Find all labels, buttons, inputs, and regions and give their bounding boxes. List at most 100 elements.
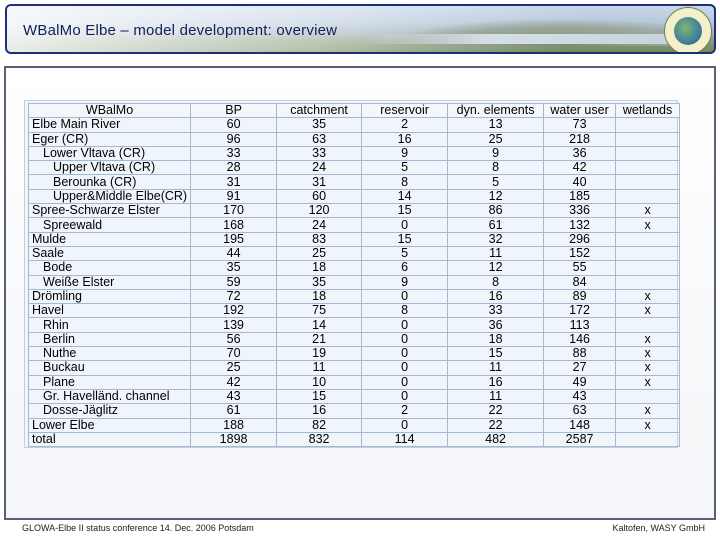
column-header: reservoir bbox=[361, 102, 449, 119]
cell-reservoir: 16 bbox=[361, 131, 449, 147]
row-name-cell: Lower Vltava (CR) bbox=[27, 145, 192, 162]
table-row: Berlin 56 21 0 18 146 x bbox=[27, 331, 681, 348]
row-name-cell: Lower Elbe bbox=[27, 417, 192, 433]
cell-user: 185 bbox=[543, 188, 617, 205]
cell-dyn: 22 bbox=[447, 403, 545, 419]
table-row: Drömling 72 18 0 16 89 x bbox=[27, 288, 681, 305]
cell-dyn: 18 bbox=[447, 331, 545, 348]
banner-river-image bbox=[354, 34, 684, 44]
cell-catchment: 35 bbox=[276, 274, 363, 290]
cell-reservoir: 0 bbox=[361, 217, 449, 233]
cell-wetlands: x bbox=[615, 217, 681, 233]
cell-reservoir: 0 bbox=[361, 360, 449, 376]
column-header: WBalMo bbox=[27, 102, 192, 119]
cell-bp: 60 bbox=[190, 117, 278, 133]
table-row: Rhin 139 14 0 36 113 bbox=[27, 317, 681, 333]
cell-catchment: 18 bbox=[276, 288, 363, 305]
cell-bp: 59 bbox=[190, 274, 278, 290]
cell-wetlands bbox=[615, 245, 681, 262]
cell-dyn: 13 bbox=[447, 117, 545, 133]
footer-author: Kaltofen, WASY GmbH bbox=[612, 523, 705, 533]
column-header: BP bbox=[190, 102, 278, 119]
column-header: water user bbox=[543, 102, 617, 119]
cell-user: 42 bbox=[543, 160, 617, 176]
table-row: Nuthe 70 19 0 15 88 x bbox=[27, 346, 681, 362]
cell-catchment: 15 bbox=[276, 388, 363, 405]
row-name-cell: Gr. Havelländ. channel bbox=[27, 388, 192, 405]
globe-icon bbox=[674, 17, 702, 45]
table-row: Upper Vltava (CR) 28 24 5 8 42 bbox=[27, 160, 681, 176]
cell-dyn: 33 bbox=[447, 303, 545, 319]
table-row: Havel 192 75 8 33 172 x bbox=[27, 303, 681, 319]
cell-dyn: 9 bbox=[447, 145, 545, 162]
footer-conference: GLOWA-Elbe II status conference 14. Dec.… bbox=[22, 523, 254, 533]
cell-dyn: 15 bbox=[447, 346, 545, 362]
cell-bp: 28 bbox=[190, 160, 278, 176]
row-name-cell: Berlin bbox=[27, 331, 192, 348]
cell-bp: 139 bbox=[190, 317, 278, 333]
table-row: Saale 44 25 5 11 152 bbox=[27, 245, 681, 262]
cell-dyn: 11 bbox=[447, 388, 545, 405]
cell-user: 43 bbox=[543, 388, 617, 405]
cell-catchment: 83 bbox=[276, 231, 363, 247]
cell-reservoir: 15 bbox=[361, 203, 449, 219]
row-name-cell: Elbe Main River bbox=[27, 117, 192, 133]
cell-dyn: 22 bbox=[447, 417, 545, 433]
cell-wetlands bbox=[615, 131, 681, 147]
cell-bp: 170 bbox=[190, 203, 278, 219]
table-row: Buckau 25 11 0 11 27 x bbox=[27, 360, 681, 376]
wbalmo-overview-table: WBalMo BP catchment reservoir dyn. eleme… bbox=[27, 102, 681, 448]
cell-wetlands bbox=[615, 231, 681, 247]
cell-reservoir: 2 bbox=[361, 403, 449, 419]
cell-wetlands: x bbox=[615, 403, 681, 419]
cell-user: 336 bbox=[543, 203, 617, 219]
cell-reservoir: 0 bbox=[361, 417, 449, 433]
cell-catchment: 82 bbox=[276, 417, 363, 433]
cell-catchment: 18 bbox=[276, 260, 363, 276]
cell-dyn: 8 bbox=[447, 160, 545, 176]
cell-dyn: 16 bbox=[447, 374, 545, 390]
row-name-cell: Mulde bbox=[27, 231, 192, 247]
cell-bp: 195 bbox=[190, 231, 278, 247]
cell-wetlands: x bbox=[615, 331, 681, 348]
cell-dyn: 12 bbox=[447, 260, 545, 276]
row-name-cell: Upper&Middle Elbe(CR) bbox=[27, 188, 192, 205]
cell-user: 172 bbox=[543, 303, 617, 319]
cell-bp: 1898 bbox=[190, 431, 278, 448]
cell-user: 296 bbox=[543, 231, 617, 247]
cell-bp: 61 bbox=[190, 403, 278, 419]
cell-bp: 72 bbox=[190, 288, 278, 305]
cell-dyn: 32 bbox=[447, 231, 545, 247]
cell-bp: 70 bbox=[190, 346, 278, 362]
cell-wetlands bbox=[615, 388, 681, 405]
table-body: Elbe Main River 60 35 2 13 73 Eger (CR) 96 63 16 2… bbox=[27, 117, 681, 448]
cell-wetlands bbox=[615, 260, 681, 276]
cell-reservoir: 0 bbox=[361, 346, 449, 362]
cell-bp: 44 bbox=[190, 245, 278, 262]
cell-catchment: 832 bbox=[276, 431, 363, 448]
cell-user: 73 bbox=[543, 117, 617, 133]
cell-reservoir: 0 bbox=[361, 288, 449, 305]
cell-catchment: 16 bbox=[276, 403, 363, 419]
cell-reservoir: 8 bbox=[361, 174, 449, 190]
cell-reservoir: 0 bbox=[361, 374, 449, 390]
row-name-cell: Spree-Schwarze Elster bbox=[27, 203, 192, 219]
cell-catchment: 120 bbox=[276, 203, 363, 219]
column-header: catchment bbox=[276, 102, 363, 119]
cell-wetlands: x bbox=[615, 303, 681, 319]
cell-catchment: 60 bbox=[276, 188, 363, 205]
cell-catchment: 63 bbox=[276, 131, 363, 147]
cell-catchment: 10 bbox=[276, 374, 363, 390]
cell-user: 113 bbox=[543, 317, 617, 333]
cell-wetlands bbox=[615, 431, 681, 448]
cell-reservoir: 9 bbox=[361, 274, 449, 290]
table-row: Spree-Schwarze Elster 170 120 15 86 336 x bbox=[27, 203, 681, 219]
cell-user: 152 bbox=[543, 245, 617, 262]
cell-bp: 42 bbox=[190, 374, 278, 390]
cell-catchment: 31 bbox=[276, 174, 363, 190]
cell-bp: 35 bbox=[190, 260, 278, 276]
cell-catchment: 14 bbox=[276, 317, 363, 333]
table-row: Plane 42 10 0 16 49 x bbox=[27, 374, 681, 390]
table-row: Bode 35 18 6 12 55 bbox=[27, 260, 681, 276]
cell-wetlands: x bbox=[615, 374, 681, 390]
